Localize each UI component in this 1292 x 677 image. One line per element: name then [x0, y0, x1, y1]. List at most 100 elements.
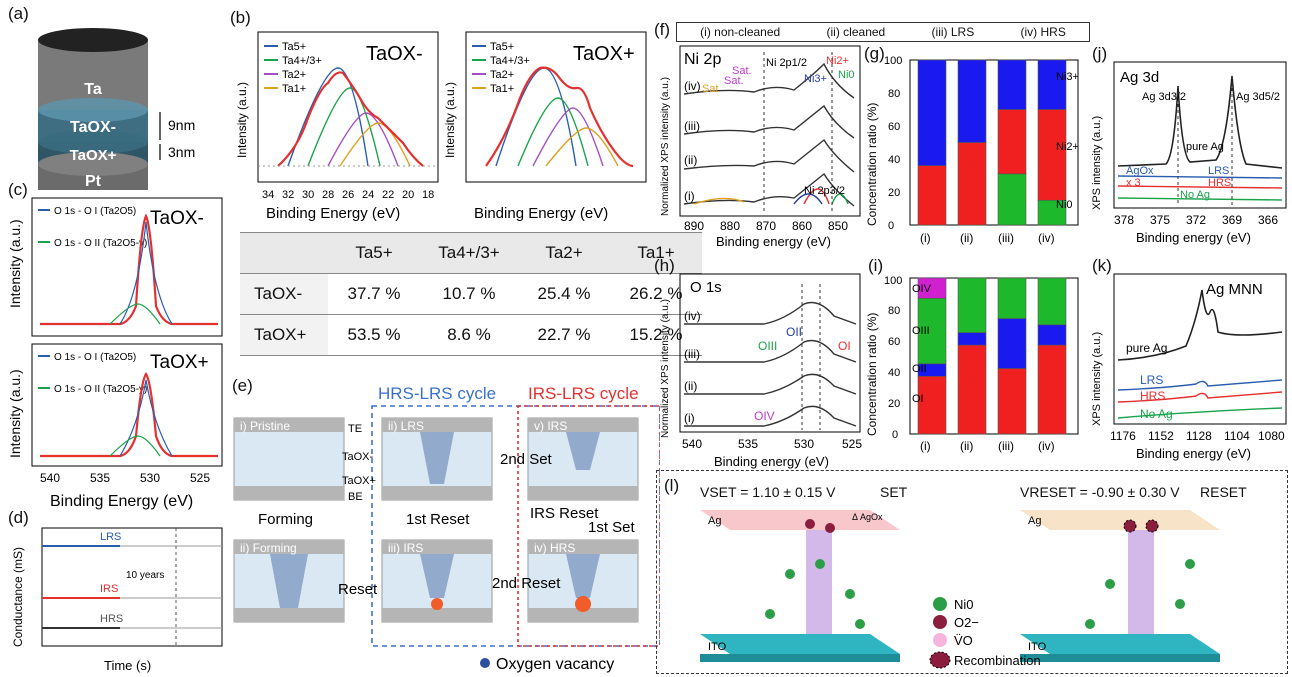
- ta4f-spectra: Ta5+ Ta4+/3+ Ta2+ Ta1+ TaOX- Intensity (…: [235, 31, 647, 222]
- bar-segment-ni0: [1037, 199, 1067, 226]
- layer-taox-plus-label: TaOX+: [70, 147, 117, 164]
- e-layer-taox-minus: TaOX-: [342, 451, 374, 463]
- table-row: TaOX- 37.7 % 10.7 % 25.4 % 26.2 %: [240, 273, 702, 315]
- bar-segment-oiii: [1037, 277, 1067, 326]
- l-vset: VSET = 1.10 ± 0.15 V: [700, 484, 836, 500]
- ta-ratio-table-wrap: Ta5+ Ta4+/3+ Ta2+ Ta1+ TaOX- 37.7 % 10.7…: [240, 232, 702, 356]
- e-step-first-set: 1st Set: [588, 519, 636, 536]
- h-ann-oi: OI: [838, 339, 851, 353]
- e-step-second-set: 2nd Set: [500, 451, 553, 468]
- h-title: O 1s: [690, 279, 722, 296]
- f-tick: 870: [756, 219, 776, 233]
- legend-ta2: Ta2+: [282, 69, 306, 81]
- f-ann-ni2: Ni2+: [826, 55, 849, 67]
- e-step-reset: Reset: [338, 581, 378, 598]
- g-cat: (iv): [1038, 231, 1055, 245]
- bar-segment-oi: [917, 375, 947, 435]
- c-title-plus: TaOX+: [150, 352, 209, 373]
- c-ylabel-bottom: Intensity (a.u.): [7, 369, 23, 458]
- d-ylabel: Conductance (mS): [11, 547, 25, 647]
- legend-ta1: Ta1+: [490, 83, 514, 95]
- bar-segment-oii: [1037, 324, 1067, 346]
- panel-label-b: (b): [230, 8, 251, 27]
- b-tick: 30: [302, 189, 314, 201]
- d-irs: IRS: [100, 583, 118, 595]
- b-tick: 20: [402, 189, 414, 201]
- f-header-item: (i) non-cleaned: [700, 25, 781, 39]
- e-state-forming: ii) Forming: [240, 541, 297, 555]
- cell: 37.7 %: [328, 273, 420, 315]
- i-label-oii: OII: [912, 363, 927, 375]
- legend-ta2: Ta2+: [490, 69, 514, 81]
- i-ytick: 40: [888, 367, 900, 379]
- l-ito-left: ITO: [708, 641, 727, 653]
- bar-segment-oi: [957, 344, 987, 435]
- j-trace-agox: AgOx: [1126, 165, 1154, 177]
- bar-segment-ni2: [1037, 109, 1067, 201]
- e-cycle-irs: IRS-LRS cycle: [528, 384, 639, 403]
- c-tick: 540: [40, 471, 60, 485]
- bar-segment-oiv: [917, 277, 947, 299]
- l-reset: RESET: [1200, 484, 1247, 500]
- ta-ratio-table: Ta5+ Ta4+/3+ Ta2+ Ta1+ TaOX- 37.7 % 10.7…: [240, 232, 702, 356]
- f-row-ii: (ii): [684, 153, 697, 167]
- panel-label-d: (d): [8, 508, 29, 527]
- e-step-second-reset: 2nd Reset: [492, 575, 561, 592]
- legend-ta5: Ta5+: [282, 41, 306, 53]
- j-peak-52: Ag 3d5/2: [1236, 91, 1280, 103]
- f-ann-ni0: Ni0: [838, 69, 855, 81]
- panel-label-i: (i): [868, 256, 884, 275]
- k-ylabel: XPS intensity (a.u.): [1091, 332, 1103, 426]
- o1s-spectra: O 1s (iv) (iii) (ii) (i) OII OIII OI OIV…: [660, 273, 862, 469]
- g-ytick: 60: [888, 121, 900, 133]
- f-row-iii: (iii): [684, 119, 700, 133]
- f-ann-ni2p32: Ni 2p3/2: [804, 185, 845, 197]
- j-trace-lrs: LRS: [1208, 165, 1229, 177]
- h-tick: 530: [794, 437, 814, 451]
- panel-label-j: (j): [1092, 44, 1108, 63]
- panel-label-a: (a): [8, 4, 29, 23]
- i-label-oiv: OIV: [912, 283, 932, 295]
- k-title: Ag MNN: [1206, 281, 1263, 298]
- f-header-item: (iii) LRS: [931, 25, 975, 39]
- g-ytick: 40: [888, 154, 900, 166]
- cell: 26.2 %: [610, 273, 702, 315]
- f-tick: 880: [720, 219, 740, 233]
- b-tick: 34: [262, 189, 274, 201]
- j-trace-noag: No Ag: [1180, 189, 1210, 201]
- b-tick: 18: [422, 189, 434, 201]
- thickness-3nm: 3nm: [168, 144, 195, 160]
- recombination-icon: [929, 651, 951, 669]
- title-taox-minus: TaOX-: [366, 43, 423, 65]
- e-state-irs-v: v) IRS: [534, 419, 567, 433]
- vacancy-icon: [933, 633, 947, 647]
- panel-label-c: (c): [8, 180, 28, 199]
- f-xlabel: Binding energy (eV): [716, 234, 831, 249]
- h-tick: 525: [842, 437, 862, 451]
- i-cat: (i): [920, 439, 931, 453]
- bar-segment-oi: [1037, 344, 1067, 435]
- g-cat: (i): [920, 231, 931, 245]
- device-stack-diagram: Ta TaOX- TaOX+ Pt 9nm 3nm: [38, 28, 195, 190]
- e-legend: Oxygen vacancy: [496, 656, 614, 673]
- g-label-ni3: Ni3+: [1056, 71, 1079, 83]
- f-ann-ni2p12: Ni 2p1/2: [766, 57, 807, 69]
- col-ta2: Ta2+: [518, 232, 610, 274]
- bar-segment-ni2: [957, 142, 987, 226]
- c-xlabel: Binding Energy (eV): [50, 493, 193, 510]
- d-lrs: LRS: [100, 531, 121, 543]
- i-ytick: 0: [892, 429, 898, 441]
- bar-segment-ni3: [1037, 59, 1067, 110]
- c-tick: 530: [140, 471, 160, 485]
- g-label-ni0: Ni0: [1056, 199, 1073, 211]
- g-ytick: 100: [884, 55, 902, 67]
- f-row-i: (i): [684, 189, 695, 203]
- i-label-oi: OI: [912, 393, 924, 405]
- col-ta43: Ta4+/3+: [420, 232, 518, 274]
- j-trace-pure: pure Ag: [1186, 141, 1224, 153]
- j-tick: 372: [1186, 213, 1206, 227]
- f-ann-sat1: Sat.: [732, 65, 752, 77]
- d-xlabel: Time (s): [104, 658, 151, 673]
- h-ann-oii: OII: [786, 325, 802, 339]
- k-tick: 1128: [1186, 429, 1212, 443]
